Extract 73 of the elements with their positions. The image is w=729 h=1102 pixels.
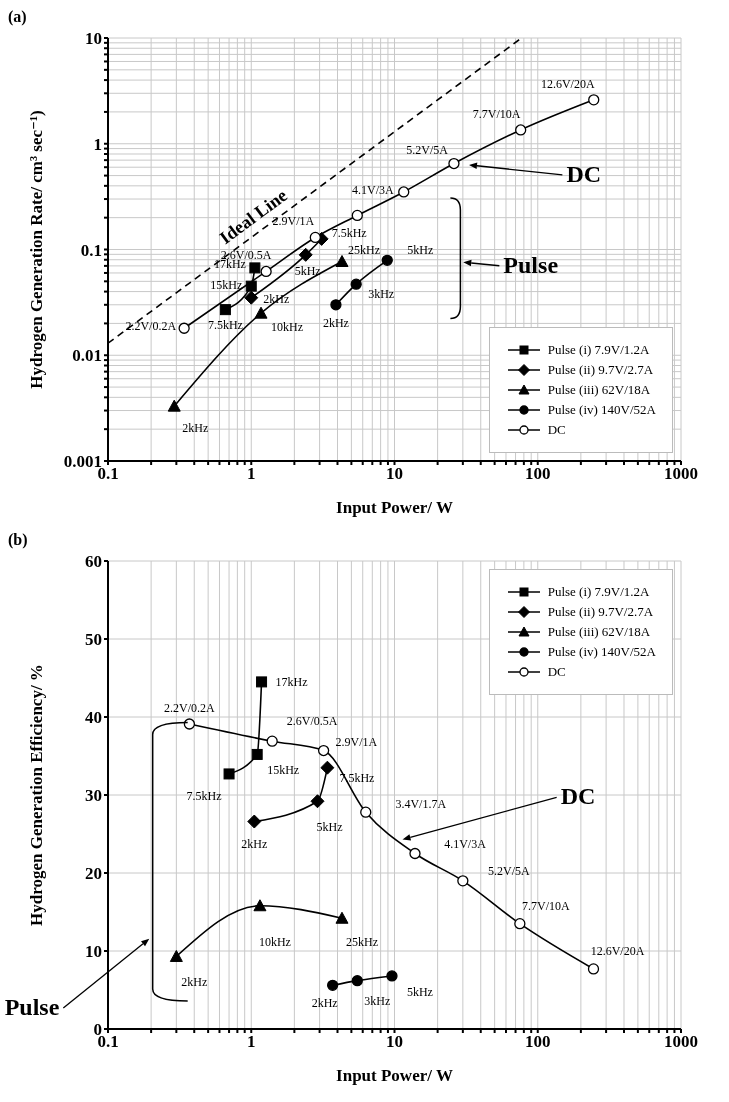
chart-title: (a) [8, 8, 28, 26]
annotation: 10kHz [271, 320, 304, 335]
annotation: DC [566, 160, 602, 187]
x-tick-label: 1000 [664, 464, 698, 484]
legend-label: DC [547, 422, 566, 438]
annotation: 25kHz [347, 242, 380, 257]
annotation: 2kHz [181, 975, 208, 990]
annotation: 2.2V/0.2A [164, 701, 216, 716]
legend-label: Pulse (iv) 140V/52A [547, 402, 656, 418]
annotation: 7.5kHz [207, 317, 243, 332]
y-tick-label: 0.01 [72, 346, 102, 366]
annotation: 10kHz [258, 934, 291, 949]
y-tick-label: 40 [85, 708, 102, 728]
annotation: 3kHz [364, 993, 391, 1008]
y-tick-label: 1 [93, 134, 102, 154]
annotation: 5kHz [407, 243, 434, 258]
annotation: 25kHz [345, 935, 378, 950]
x-tick-label: 100 [525, 464, 551, 484]
annotation: 3kHz [368, 287, 395, 302]
annotation: 2kHz [322, 315, 349, 330]
chart-title: (b) [8, 531, 29, 549]
x-axis-title: Input Power/ W [336, 1066, 453, 1085]
legend-label: Pulse (ii) 9.7V/2.7A [547, 362, 654, 378]
annotation: 7.7V/10A [472, 106, 521, 121]
x-tick-label: 10 [386, 464, 403, 484]
annotation: 7.5kHz [331, 225, 367, 240]
annotation: 5kHz [316, 820, 343, 835]
annotation: 2.2V/0.2A [125, 319, 177, 334]
annotation: 2kHz [311, 996, 338, 1011]
annotation: 2kHz [241, 836, 268, 851]
legend-label: Pulse (iii) 62V/18A [547, 382, 651, 398]
y-tick-label: 60 [85, 552, 102, 572]
annotation: Pulse [503, 251, 559, 278]
legend-label: DC [547, 664, 566, 680]
annotation: 15kHz [267, 763, 300, 778]
annotation: 5.2V/5A [488, 863, 531, 878]
annotation: 7.5kHz [186, 788, 222, 803]
annotation: 12.6V/20A [590, 943, 645, 958]
annotation: 2.9V/1A [272, 214, 315, 229]
x-tick-label: 1000 [664, 1032, 698, 1052]
y-tick-label: 10 [85, 942, 102, 962]
y-tick-label: 50 [85, 630, 102, 650]
x-tick-label: 1 [247, 1032, 256, 1052]
y-axis-title: Hydrogen Generation Efficiency/ % [27, 664, 46, 926]
annotation: 2.9V/1A [335, 734, 378, 749]
x-tick-label: 10 [386, 1032, 403, 1052]
annotation: 4.1V/3A [352, 182, 395, 197]
legend-label: Pulse (i) 7.9V/1.2A [547, 584, 650, 600]
annotation: DC [560, 783, 596, 810]
y-tick-label: 30 [85, 786, 102, 806]
legend-label: Pulse (iv) 140V/52A [547, 644, 656, 660]
y-tick-label: 20 [85, 864, 102, 884]
x-tick-label: 100 [525, 1032, 551, 1052]
y-axis-title: Hydrogen Generation Rate/ cm³ sec⁻¹) [27, 110, 46, 389]
annotation: 4.1V/3A [444, 836, 487, 851]
x-axis-title: Input Power/ W [336, 498, 453, 517]
legend-label: Pulse (iii) 62V/18A [547, 624, 651, 640]
x-tick-label: 1 [247, 464, 256, 484]
annotation: 5kHz [294, 263, 321, 278]
legend-label: Pulse (ii) 9.7V/2.7A [547, 604, 654, 620]
y-tick-label: 10 [85, 29, 102, 49]
annotation: 17kHz [275, 674, 308, 689]
legend-label: Pulse (i) 7.9V/1.2A [547, 342, 650, 358]
annotation: 7.7V/10A [522, 898, 571, 913]
annotation: 15kHz [210, 278, 243, 293]
text: Pulse [4, 993, 60, 1020]
annotation: 2.6V/0.5A [286, 714, 338, 729]
annotation: 5.2V/5A [406, 142, 449, 157]
annotation: 2kHz [182, 421, 209, 436]
annotation: 5kHz [406, 984, 433, 999]
y-tick-label: 0.1 [80, 240, 102, 260]
annotation: 3.4V/1.7A [395, 797, 447, 812]
annotation: 12.6V/20A [540, 76, 595, 91]
